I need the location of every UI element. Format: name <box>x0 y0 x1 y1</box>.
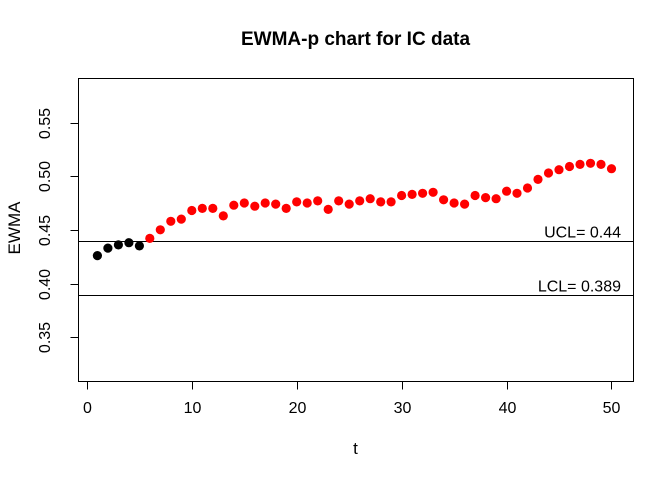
data-point <box>575 159 585 169</box>
data-point <box>439 195 449 205</box>
y-tick-label: 0.50 <box>37 161 54 192</box>
data-point <box>491 194 501 204</box>
data-point <box>134 241 144 251</box>
data-point <box>197 203 207 213</box>
data-point <box>260 198 270 208</box>
data-point <box>187 205 197 216</box>
x-tick-label: 20 <box>289 400 307 417</box>
data-point <box>113 240 123 250</box>
data-point <box>229 200 239 210</box>
data-point <box>543 168 554 178</box>
data-point <box>470 190 480 201</box>
x-axis-label: t <box>353 439 358 458</box>
data-point <box>313 196 323 206</box>
data-point <box>460 199 470 209</box>
data-point <box>355 196 365 206</box>
data-point <box>239 198 249 208</box>
data-point <box>124 238 134 248</box>
data-point <box>344 199 354 209</box>
y-tick-label: 0.55 <box>37 108 54 139</box>
data-point <box>155 225 165 235</box>
data-point <box>92 251 102 261</box>
x-tick-label: 40 <box>499 400 517 417</box>
data-point <box>606 164 617 174</box>
data-point <box>481 193 491 203</box>
data-point <box>449 198 459 208</box>
data-point <box>103 243 113 253</box>
data-point <box>564 161 575 172</box>
data-point <box>428 187 438 197</box>
data-point <box>585 158 596 168</box>
y-tick-label: 0.45 <box>37 215 54 246</box>
data-point <box>281 203 291 213</box>
data-point <box>218 211 228 221</box>
data-point <box>334 196 344 206</box>
x-tick-label: 10 <box>184 400 202 417</box>
data-point <box>407 189 417 199</box>
data-point <box>376 197 386 207</box>
data-point <box>323 204 333 214</box>
data-point <box>145 233 155 243</box>
data-point <box>166 216 176 226</box>
x-tick-label: 50 <box>603 400 621 417</box>
data-point <box>418 188 428 198</box>
data-point <box>250 201 260 211</box>
data-point <box>292 197 302 207</box>
data-point <box>554 165 564 175</box>
chart-title: EWMA-p chart for IC data <box>240 29 471 50</box>
ucl-label: UCL= 0.44 <box>544 225 621 242</box>
y-tick-label: 0.35 <box>37 322 54 353</box>
data-point <box>512 188 522 198</box>
data-point <box>302 198 312 208</box>
y-tick-label: 0.40 <box>37 269 54 300</box>
data-point <box>533 174 543 184</box>
data-point <box>365 194 375 204</box>
data-point <box>386 197 396 207</box>
data-point <box>176 214 186 224</box>
data-point <box>522 183 533 193</box>
data-point <box>208 203 218 213</box>
data-point <box>502 186 512 196</box>
x-tick-label: 30 <box>394 400 412 417</box>
x-tick-label: 0 <box>83 400 92 417</box>
data-point <box>397 190 407 201</box>
data-point <box>271 199 281 209</box>
lcl-label: LCL= 0.389 <box>538 279 621 296</box>
data-point <box>596 159 606 169</box>
